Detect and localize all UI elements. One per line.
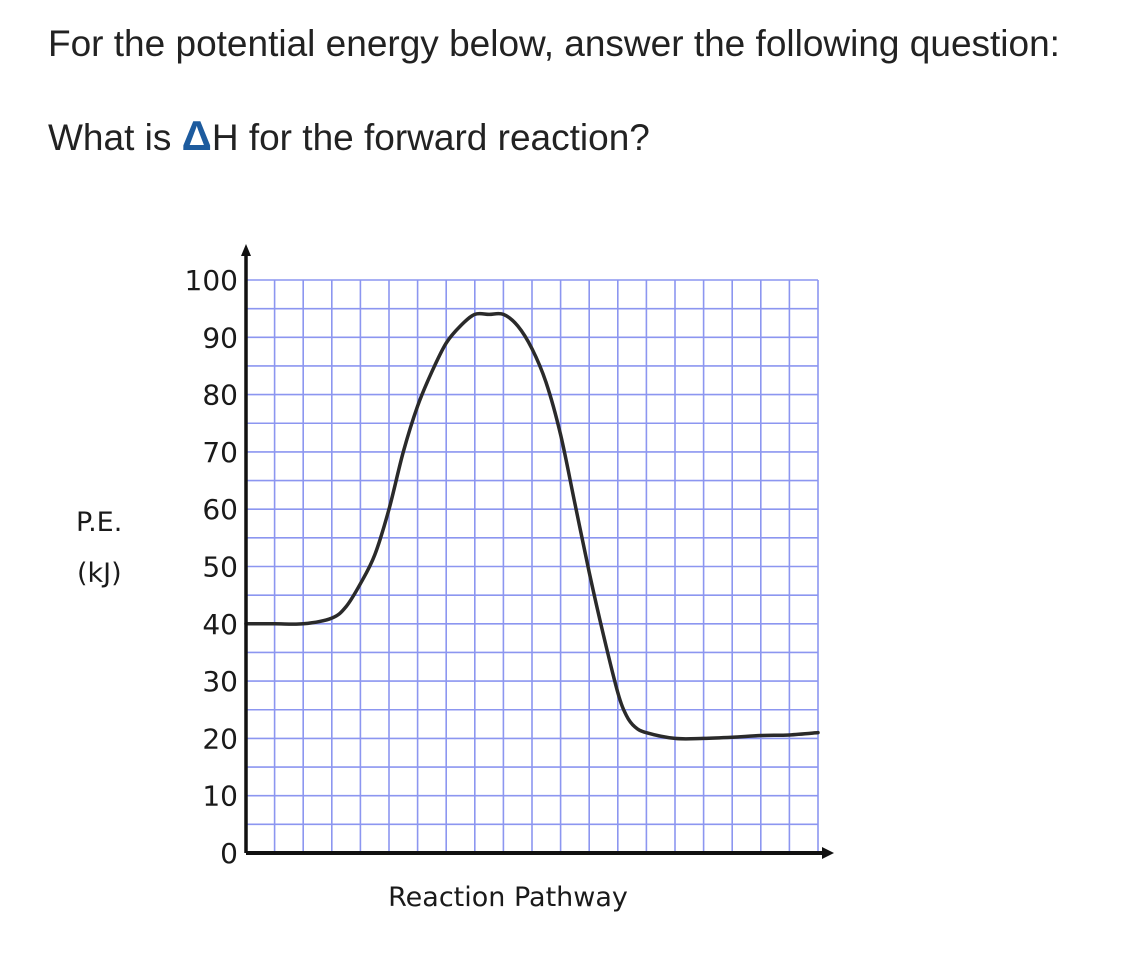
delta-symbol: Δ [181,112,212,159]
question-prefix: What is [48,117,182,158]
question-line-2: What is ΔH for the forward reaction? [48,108,650,166]
y-tick-label: 40 [202,608,238,641]
y-tick-label: 50 [202,551,238,584]
y-axis-arrowhead [241,244,251,256]
y-tick-label: 10 [202,780,238,813]
y-axis-label-line-1: P.E. [76,507,122,538]
y-tick-label: 90 [202,321,238,354]
x-axis-arrowhead [822,847,834,859]
question-suffix: H for the forward reaction? [211,117,650,158]
chart-grid [245,279,819,854]
x-axis-label: Reaction Pathway [388,882,628,913]
y-axis-label-line-2: (kJ) [77,558,122,589]
question-line-1: For the potential energy below, answer t… [48,23,1060,64]
y-tick-label: 30 [202,665,238,698]
y-tick-label: 100 [185,264,238,297]
y-tick-label: 80 [202,379,238,412]
y-tick-label: 60 [202,493,238,526]
chart-axes [241,244,834,859]
y-tick-label: 70 [202,436,238,469]
energy-curve [244,311,820,741]
y-tick-label: 0 [220,837,238,870]
y-tick-label: 20 [202,722,238,755]
